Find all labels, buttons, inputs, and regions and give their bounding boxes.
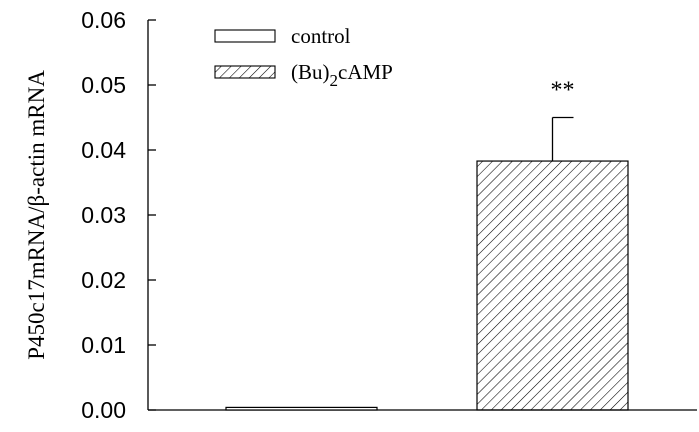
legend: control (Bu)2cAMP <box>214 24 393 90</box>
bars: ** <box>225 78 629 411</box>
y-tick-label: 0.01 <box>81 332 126 358</box>
bar-1 <box>476 160 629 411</box>
y-tick-label: 0.06 <box>81 7 126 33</box>
significance-marker: ** <box>551 78 575 104</box>
legend-label-subscript: 2 <box>330 71 339 90</box>
legend-label-tail: cAMP <box>338 60 393 84</box>
y-tick-label: 0.03 <box>81 202 126 228</box>
legend-label-0: control <box>291 24 351 48</box>
bar-0 <box>225 406 378 411</box>
y-axis: 0.00 0.01 0.02 0.03 0.04 0.05 0.06 <box>81 7 156 423</box>
legend-label-1: (Bu)2cAMP <box>291 60 393 90</box>
legend-label-main: control <box>291 24 351 48</box>
y-tick-label: 0.04 <box>81 137 126 163</box>
y-tick-label: 0.05 <box>81 72 126 98</box>
legend-swatch-0 <box>214 29 276 43</box>
legend-label-main: (Bu) <box>291 60 330 84</box>
y-tick-label: 0.02 <box>81 267 126 293</box>
y-axis-label: P450c17mRNA/β-actin mRNA <box>24 70 49 360</box>
y-tick-label: 0.00 <box>81 397 126 423</box>
legend-swatch-1 <box>214 65 276 79</box>
